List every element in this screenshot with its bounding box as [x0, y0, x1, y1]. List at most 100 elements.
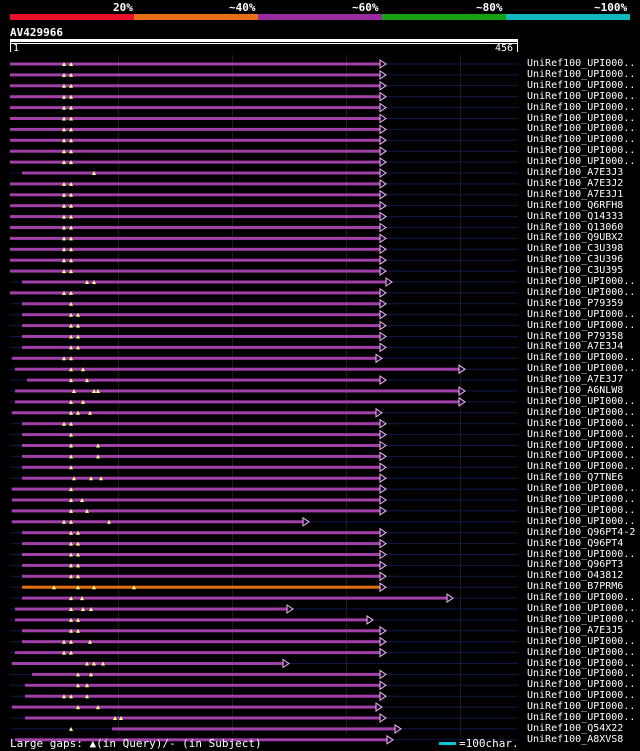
hit-label-link[interactable]: UniRef100_UPI000..	[527, 363, 636, 375]
hit-label-link[interactable]: UniRef100_UPI000..	[527, 461, 636, 473]
hit-label-link[interactable]: UniRef100_UPI000..	[527, 308, 636, 320]
hit-arrow-icon	[379, 691, 387, 702]
gap-marker-icon	[76, 672, 80, 677]
hit-label-link[interactable]: UniRef100_P79358	[527, 330, 624, 342]
gap-marker-icon	[72, 476, 76, 481]
gap-marker-icon	[76, 345, 80, 350]
hit-bar	[10, 95, 380, 99]
hit-label-link[interactable]: UniRef100_UPI000..	[527, 123, 636, 135]
hit-label-link[interactable]: UniRef100_UPI000..	[527, 406, 636, 418]
hit-label-link[interactable]: UniRef100_UPI000..	[527, 58, 636, 69]
hit-label-link[interactable]: UniRef100_UPI000..	[527, 646, 636, 658]
hit-label-link[interactable]: UniRef100_UPI000..	[527, 439, 636, 451]
gap-marker-icon	[69, 105, 73, 110]
hit-label-link[interactable]: UniRef100_P79359	[527, 297, 624, 309]
hit-label-link[interactable]: UniRef100_C3U395	[527, 265, 624, 277]
gap-marker-icon	[69, 487, 73, 492]
hit-label-link[interactable]: UniRef100_UPI000..	[527, 592, 636, 604]
hit-label-link[interactable]: UniRef100_A6NLW8	[527, 385, 624, 396]
hit-arrow-icon	[379, 625, 387, 636]
hit-bar	[15, 389, 459, 393]
hit-label-link[interactable]: UniRef100_UPI000..	[527, 428, 636, 440]
hit-label-link[interactable]: UniRef100_UPI000..	[527, 319, 636, 331]
hit-label-link[interactable]: UniRef100_C3U398	[527, 243, 624, 255]
gap-marker-icon	[69, 247, 73, 252]
gap-marker-icon	[81, 399, 85, 404]
hit-label-link[interactable]: UniRef100_UPI000..	[527, 90, 636, 102]
hit-label-link[interactable]: UniRef100_B7PRM6	[527, 581, 624, 593]
hit-label-link[interactable]: UniRef100_UPI000..	[527, 68, 636, 80]
hit-arrow-icon	[366, 614, 374, 625]
hit-label-link[interactable]: UniRef100_UPI000..	[527, 690, 636, 702]
hit-label-link[interactable]: UniRef100_UPI000..	[527, 679, 636, 691]
gap-marker-icon	[69, 62, 73, 66]
hit-arrow-icon	[379, 582, 387, 593]
gap-marker-icon	[62, 694, 66, 699]
hit-arrow-icon	[379, 287, 387, 298]
hit-label-link[interactable]: UniRef100_UPI000..	[527, 134, 636, 146]
hit-label-link[interactable]: UniRef100_UPI000..	[527, 101, 636, 113]
hit-label-link[interactable]: UniRef100_UPI000..	[527, 276, 636, 287]
hit-label-link[interactable]: UniRef100_Q6RFH8	[527, 199, 624, 211]
hit-bar	[10, 127, 380, 131]
hit-label-link[interactable]: UniRef100_UPI000..	[527, 286, 636, 298]
hit-label-link[interactable]: UniRef100_UPI000..	[527, 145, 636, 157]
hit-bar	[12, 498, 380, 502]
gap-marker-icon	[69, 378, 73, 383]
hit-label-link[interactable]: UniRef100_O43812	[527, 570, 624, 582]
gridline	[460, 55, 461, 735]
hit-label-link[interactable]: UniRef100_A7E3J5	[527, 624, 624, 636]
hit-label-link[interactable]: UniRef100_UPI000..	[527, 79, 636, 91]
hit-label-link[interactable]: UniRef100_Q54X22	[527, 722, 624, 734]
hit-bar	[22, 302, 380, 306]
hit-label-link[interactable]: UniRef100_A7E3J4	[527, 341, 624, 353]
hit-label-link[interactable]: UniRef100_Q96PT3	[527, 559, 624, 571]
hit-label-link[interactable]: UniRef100_A7E3J2	[527, 177, 624, 189]
hit-bar	[22, 454, 380, 458]
hit-label-link[interactable]: UniRef100_UPI000..	[527, 635, 636, 647]
gap-marker-icon	[69, 72, 73, 77]
hit-label-link[interactable]: UniRef100_Q96PT4-2	[527, 526, 636, 538]
hit-arrow-icon	[302, 516, 310, 527]
gap-marker-icon	[101, 661, 105, 666]
hit-bar	[10, 236, 380, 240]
hit-label-link[interactable]: UniRef100_UPI000..	[527, 450, 636, 462]
gap-marker-icon	[96, 454, 100, 459]
hit-arrow-icon	[379, 157, 387, 168]
hit-label-link[interactable]: UniRef100_UPI000..	[527, 352, 636, 364]
hit-label-link[interactable]: UniRef100_UPI000..	[527, 156, 636, 168]
hit-label-link[interactable]: UniRef100_A7E3J7	[527, 374, 624, 386]
gap-marker-icon	[89, 672, 93, 677]
hit-label-link[interactable]: UniRef100_Q9UBX2	[527, 232, 624, 244]
hit-arrow-icon	[379, 473, 387, 484]
hit-label-link[interactable]: UniRef100_Q14333	[527, 210, 624, 222]
hit-label-link[interactable]: UniRef100_UPI000..	[527, 657, 636, 669]
hit-label-link[interactable]: UniRef100_A7E3J3	[527, 167, 624, 178]
hit-label-link[interactable]: UniRef100_UPI000..	[527, 668, 636, 680]
gap-marker-icon	[69, 367, 73, 372]
hit-label-link[interactable]: UniRef100_UPI000..	[527, 548, 636, 560]
hit-label-link[interactable]: UniRef100_UPI000..	[527, 112, 636, 124]
hit-label-link[interactable]: UniRef100_UPI000..	[527, 395, 636, 407]
gap-marker-icon	[69, 149, 73, 154]
hit-label-link[interactable]: UniRef100_UPI000..	[527, 603, 636, 614]
hit-label-link[interactable]: UniRef100_UPI000..	[527, 712, 636, 723]
hit-label-link[interactable]: UniRef100_A8XVS8	[527, 733, 624, 745]
hit-label-link[interactable]: UniRef100_UPI000..	[527, 701, 636, 713]
hit-label-link[interactable]: UniRef100_A7E3J1	[527, 188, 624, 200]
hit-label-link[interactable]: UniRef100_Q13060	[527, 221, 624, 233]
hit-bar	[27, 378, 380, 382]
hit-bar	[10, 182, 380, 186]
hit-label-link[interactable]: UniRef100_UPI000..	[527, 417, 636, 429]
hit-label-link[interactable]: UniRef100_Q96PT4	[527, 537, 624, 549]
hit-label-link[interactable]: UniRef100_Q7TNE6	[527, 472, 624, 484]
gap-marker-icon	[62, 127, 66, 132]
hit-label-link[interactable]: UniRef100_UPI000..	[527, 515, 636, 527]
hit-label-link[interactable]: UniRef100_UPI000..	[527, 483, 636, 495]
gap-marker-icon	[76, 585, 80, 590]
hit-label-link[interactable]: UniRef100_UPI000..	[527, 504, 636, 516]
hit-label-link[interactable]: UniRef100_C3U396	[527, 254, 624, 266]
hit-label-link[interactable]: UniRef100_UPI000..	[527, 494, 636, 505]
hit-label-link[interactable]: UniRef100_UPI000..	[527, 613, 636, 625]
hit-bar	[10, 160, 380, 164]
